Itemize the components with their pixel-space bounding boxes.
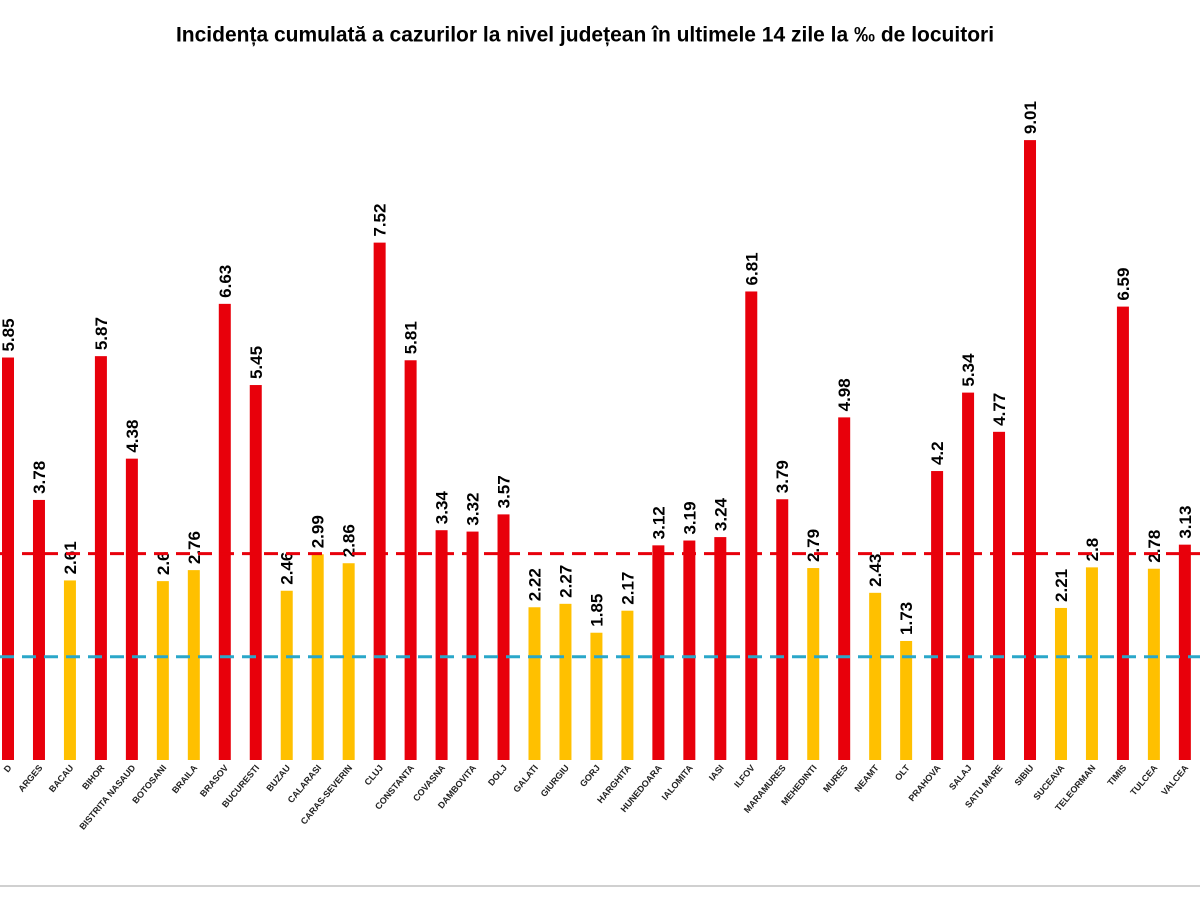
value-label: 2.17	[618, 572, 637, 605]
value-label: 3.24	[711, 497, 730, 531]
value-label: 6.81	[742, 252, 761, 285]
bar	[931, 471, 944, 760]
value-label: 4.98	[835, 378, 854, 411]
bar	[683, 540, 696, 760]
bar	[745, 291, 758, 760]
bar	[776, 499, 789, 760]
value-label: 3.78	[30, 461, 49, 494]
bar	[869, 592, 882, 760]
bar	[218, 303, 231, 760]
bar	[497, 514, 510, 760]
value-label: 6.63	[216, 265, 235, 298]
value-label: 4.77	[990, 393, 1009, 426]
bar	[2, 357, 14, 760]
value-label: 2.86	[340, 524, 359, 557]
bar	[373, 242, 386, 760]
bar	[125, 458, 138, 760]
value-label: 3.12	[649, 506, 668, 539]
value-label: 1.73	[897, 602, 916, 635]
value-label: 5.81	[402, 321, 421, 354]
value-label: 3.79	[773, 460, 792, 493]
bar	[187, 570, 200, 760]
value-label: 2.79	[804, 529, 823, 562]
value-label: 3.57	[495, 475, 514, 508]
value-label: 2.21	[1052, 569, 1071, 602]
bar	[1085, 567, 1098, 760]
value-label: 1.85	[587, 594, 606, 627]
value-label: 3.34	[433, 491, 452, 525]
value-label: 5.85	[0, 318, 18, 351]
bar	[1024, 140, 1037, 760]
bar	[838, 417, 851, 760]
value-label: 2.99	[309, 515, 328, 548]
value-label: 2.6	[154, 551, 173, 575]
value-label: 9.01	[1021, 101, 1040, 134]
bar	[652, 545, 665, 760]
bar	[156, 581, 169, 760]
bar	[466, 531, 479, 760]
bar	[559, 603, 572, 760]
bar	[590, 632, 603, 760]
value-label: 5.34	[959, 353, 978, 387]
value-label: 2.78	[1145, 530, 1164, 563]
bar	[280, 590, 293, 760]
bar	[63, 580, 76, 760]
value-label: 5.45	[247, 346, 266, 379]
value-label: 3.13	[1176, 506, 1195, 539]
bar	[714, 537, 727, 760]
value-label: 2.46	[278, 552, 297, 585]
value-label: 2.43	[866, 554, 885, 587]
value-label: 2.61	[61, 541, 80, 574]
value-label: 5.87	[92, 317, 111, 350]
bar	[962, 392, 975, 760]
value-label: 2.27	[556, 565, 575, 598]
bar	[342, 563, 355, 760]
value-label: 2.76	[185, 531, 204, 564]
bar	[900, 640, 913, 760]
bar	[993, 431, 1006, 760]
value-label: 2.8	[1083, 538, 1102, 562]
bar	[807, 568, 820, 760]
bar	[249, 385, 262, 760]
bar	[1054, 607, 1067, 760]
x-tick-label: D	[2, 762, 14, 774]
value-label: 3.19	[680, 501, 699, 534]
bar	[621, 610, 634, 760]
bar	[1147, 568, 1160, 760]
bar	[32, 499, 45, 760]
value-label: 6.59	[1114, 268, 1133, 301]
value-label: 7.52	[371, 204, 390, 237]
value-label: 4.38	[123, 420, 142, 453]
chart-title: Incidența cumulată a cazurilor la nivel …	[176, 24, 994, 47]
value-label: 2.22	[525, 568, 544, 601]
bar	[435, 530, 448, 760]
bar	[1116, 306, 1129, 760]
bar	[1178, 544, 1191, 760]
bar	[528, 607, 541, 760]
bar	[404, 360, 417, 760]
bar	[94, 356, 107, 760]
value-label: 3.32	[464, 492, 483, 525]
value-label: 4.2	[928, 441, 947, 465]
